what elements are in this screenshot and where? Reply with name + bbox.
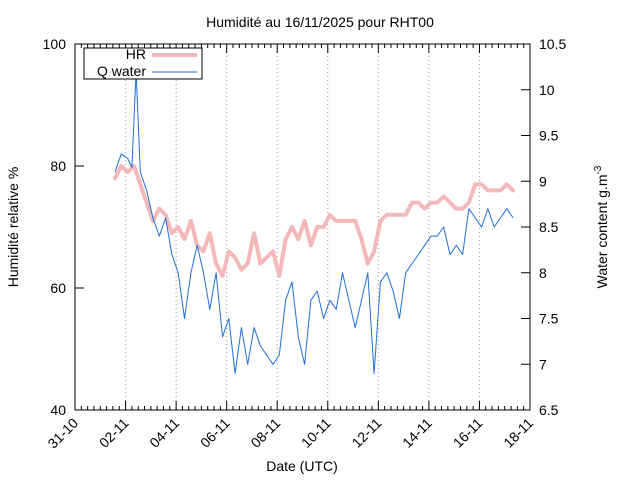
- x-tick-label: 02-11: [96, 415, 132, 451]
- axes: 31-10 02-11 04-11 06-11 08-11 10-11 12-11 14-11…: [43, 36, 567, 451]
- x-axis-label: Date (UTC): [266, 458, 338, 474]
- x-tick-label: 16-11: [450, 415, 486, 451]
- y-tick-label: 100: [43, 36, 67, 52]
- x-tick-label: 04-11: [146, 415, 182, 451]
- vertical-grid: [125, 44, 480, 410]
- x-tick-label: 06-11: [197, 415, 233, 451]
- x-tick-label: 10-11: [298, 415, 334, 451]
- x-tick-label: 08-11: [247, 415, 283, 451]
- y2-tick-label: 6.5: [539, 402, 559, 418]
- x-tick-label: 12-11: [349, 415, 385, 451]
- legend: HR Q water: [83, 46, 203, 80]
- y2-tick-label: 9: [539, 173, 547, 189]
- chart-title: Humidité au 16/11/2025 pour RHT00: [206, 14, 434, 30]
- y-tick-label: 60: [50, 280, 66, 296]
- series-line-q-water: [114, 71, 514, 374]
- legend-label-q-water: Q water: [97, 63, 146, 79]
- x-tick-label: 14-11: [399, 415, 435, 451]
- x-tick-label: 31-10: [44, 415, 81, 452]
- y2-tick-label: 7: [539, 356, 547, 372]
- y-tick-label: 80: [50, 158, 66, 174]
- y2-tick-label: 10: [539, 82, 555, 98]
- plot-series: [113, 71, 516, 374]
- legend-label-hr: HR: [126, 46, 146, 62]
- series-line-hr: [113, 164, 516, 278]
- y2-tick-label: 8.5: [539, 219, 559, 235]
- y2-tick-label: 10.5: [539, 36, 566, 52]
- y2-tick-label: 9.5: [539, 128, 559, 144]
- y-tick-label: 40: [50, 402, 66, 418]
- y2-tick-label: 7.5: [539, 311, 559, 327]
- y-axis-label: Humidité relative %: [5, 167, 21, 288]
- y2-axis-label: Water content g.m-3: [593, 165, 610, 288]
- x-tick-label: 18-11: [500, 415, 536, 451]
- y2-tick-label: 8: [539, 265, 547, 281]
